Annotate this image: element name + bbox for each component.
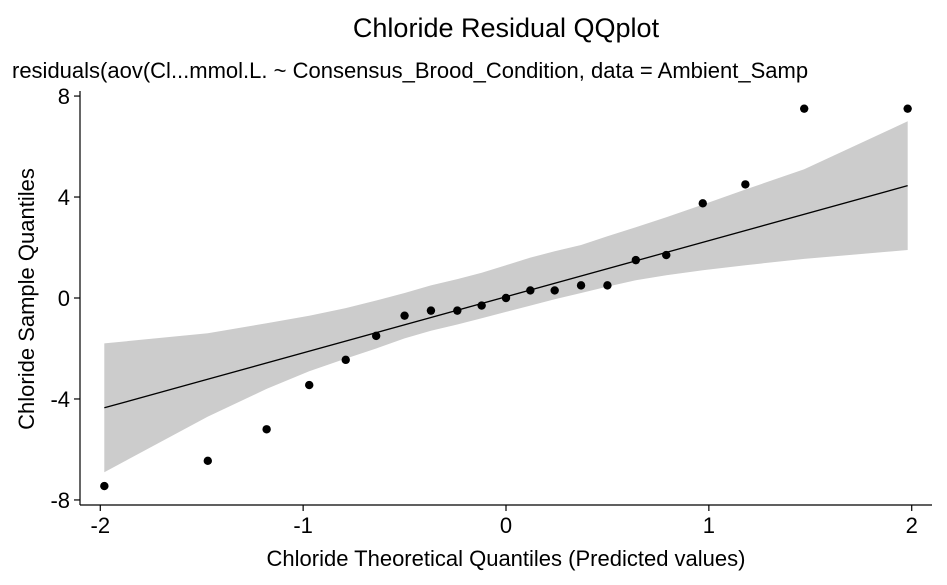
x-tick-label: -2 [91, 513, 111, 538]
data-point [550, 286, 559, 295]
data-point [262, 425, 271, 434]
chart-title: Chloride Residual QQplot [353, 13, 660, 43]
data-point [341, 355, 350, 365]
data-points-layer [100, 104, 912, 491]
data-point [400, 311, 409, 320]
data-point [453, 306, 462, 315]
data-point [662, 250, 671, 260]
x-tick-label: 1 [703, 513, 715, 538]
x-axis-ticks: -2 -1 0 1 2 [91, 505, 918, 538]
data-point [576, 281, 586, 290]
y-tick-label: 8 [58, 84, 70, 109]
y-axis-ticks: -8 -4 0 4 8 [50, 84, 80, 513]
y-tick-label: -8 [50, 488, 70, 513]
data-point [603, 281, 612, 290]
data-point [698, 199, 707, 208]
data-point [800, 104, 809, 113]
data-point [631, 255, 641, 265]
chart-subtitle: residuals(aov(Cl...mmol.L. ~ Consensus_B… [12, 58, 808, 83]
data-point [526, 286, 535, 295]
y-tick-label: 4 [58, 185, 70, 210]
data-point [100, 481, 109, 491]
y-axis-label: Chloride Sample Quantiles [14, 168, 39, 430]
x-tick-label: -1 [293, 513, 313, 538]
x-tick-label: 2 [906, 513, 918, 538]
data-point [371, 331, 381, 341]
y-tick-label: 0 [58, 286, 70, 311]
x-tick-label: 0 [500, 513, 512, 538]
data-point [203, 456, 212, 466]
x-axis-label: Chloride Theoretical Quantiles (Predicte… [267, 546, 746, 571]
y-tick-label: -4 [50, 387, 70, 412]
data-point [477, 301, 486, 310]
data-point [305, 380, 314, 390]
data-point [741, 180, 750, 189]
data-point [903, 104, 912, 113]
data-point [501, 293, 511, 303]
data-point [426, 306, 436, 315]
